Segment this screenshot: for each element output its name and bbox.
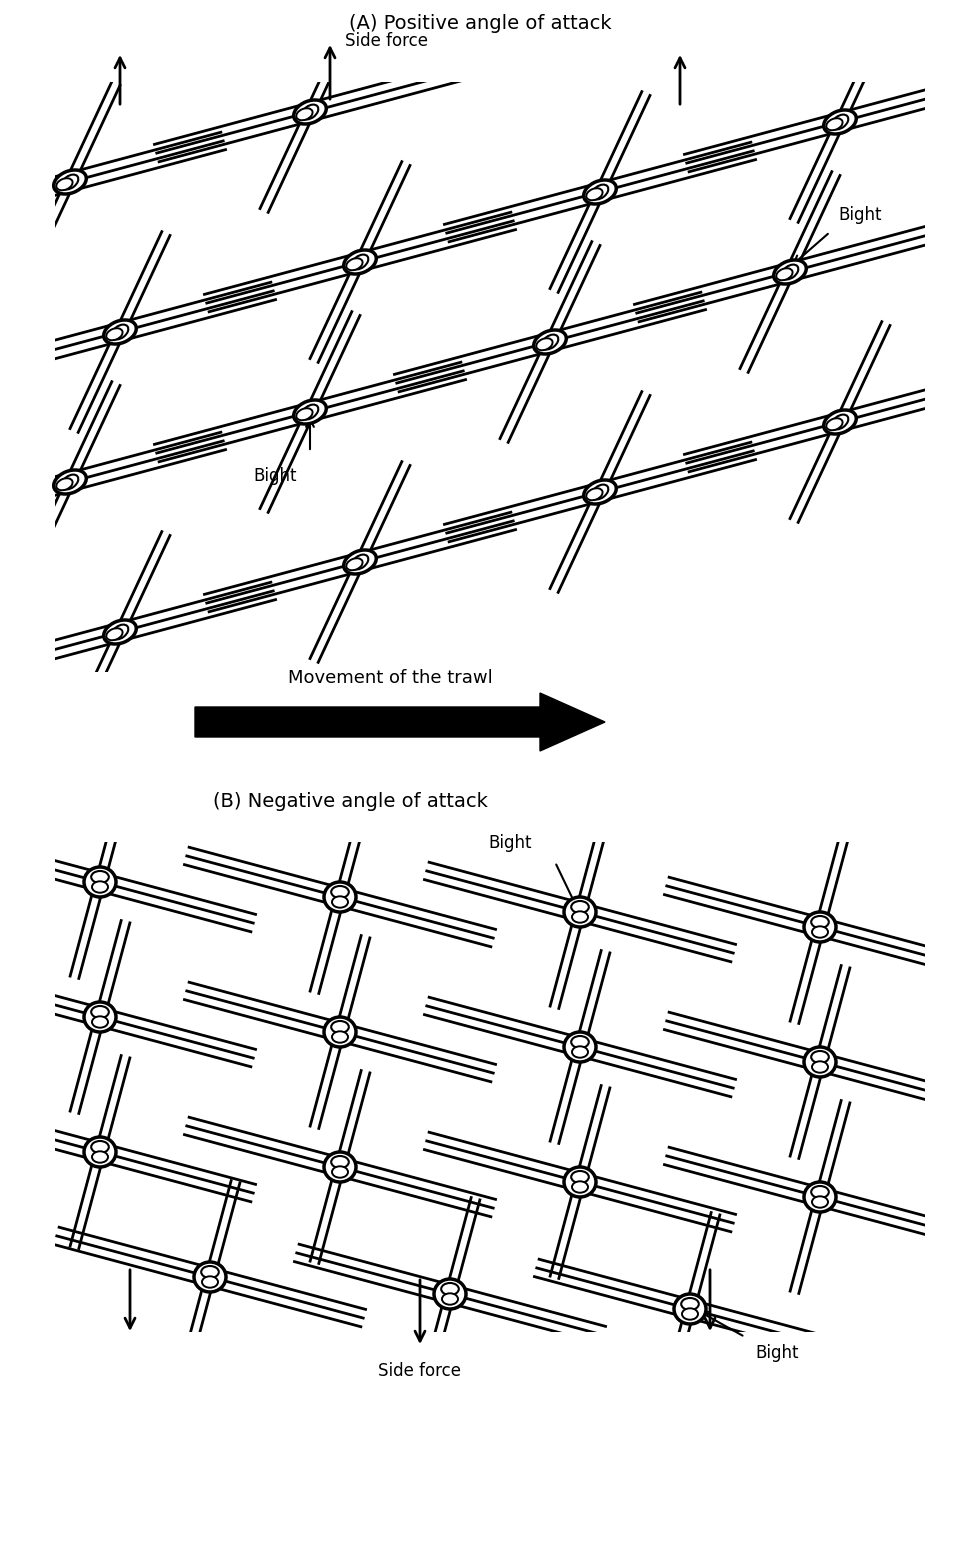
Text: Movement of the trawl: Movement of the trawl [288, 669, 492, 687]
Ellipse shape [301, 405, 319, 420]
Ellipse shape [774, 259, 806, 284]
Ellipse shape [301, 105, 319, 119]
Ellipse shape [831, 414, 849, 430]
Ellipse shape [84, 1001, 116, 1032]
Ellipse shape [84, 867, 116, 897]
Ellipse shape [442, 1282, 459, 1295]
Ellipse shape [202, 1276, 218, 1287]
Ellipse shape [674, 1293, 706, 1325]
Ellipse shape [202, 1265, 219, 1278]
Ellipse shape [584, 480, 616, 505]
Ellipse shape [297, 408, 313, 420]
Ellipse shape [591, 484, 609, 500]
Ellipse shape [54, 170, 86, 194]
Ellipse shape [92, 881, 108, 893]
Ellipse shape [811, 915, 828, 928]
Ellipse shape [571, 1036, 588, 1048]
Text: Side force: Side force [378, 1362, 462, 1379]
Ellipse shape [57, 478, 73, 490]
Text: (A) Positive angle of attack: (A) Positive angle of attack [348, 14, 612, 33]
Ellipse shape [61, 475, 79, 489]
Ellipse shape [571, 1172, 588, 1182]
Ellipse shape [91, 872, 108, 883]
Text: Bight: Bight [489, 834, 532, 851]
Ellipse shape [324, 883, 356, 912]
Text: Bight: Bight [755, 1343, 799, 1362]
Ellipse shape [331, 886, 348, 898]
Ellipse shape [824, 409, 856, 434]
Ellipse shape [297, 108, 313, 120]
Ellipse shape [347, 558, 363, 570]
Ellipse shape [812, 926, 828, 937]
Ellipse shape [194, 1262, 226, 1292]
Ellipse shape [541, 334, 559, 350]
Ellipse shape [564, 1032, 596, 1062]
Ellipse shape [824, 109, 856, 134]
Ellipse shape [587, 189, 603, 200]
Ellipse shape [571, 901, 588, 914]
Ellipse shape [351, 555, 369, 570]
Ellipse shape [831, 114, 849, 130]
Ellipse shape [564, 1167, 596, 1196]
Ellipse shape [564, 897, 596, 926]
Ellipse shape [572, 1181, 588, 1193]
Ellipse shape [591, 184, 609, 200]
Ellipse shape [57, 178, 73, 191]
Ellipse shape [812, 1196, 828, 1207]
Ellipse shape [324, 1153, 356, 1182]
Ellipse shape [827, 419, 843, 430]
Ellipse shape [434, 1279, 466, 1309]
Text: Bight: Bight [838, 206, 881, 223]
Ellipse shape [682, 1298, 699, 1311]
Ellipse shape [572, 911, 588, 923]
Ellipse shape [104, 320, 136, 344]
Text: Side force: Side force [345, 31, 428, 50]
Ellipse shape [294, 400, 326, 423]
Ellipse shape [777, 269, 793, 280]
Ellipse shape [111, 625, 129, 639]
Ellipse shape [324, 1017, 356, 1047]
Ellipse shape [332, 1031, 348, 1043]
Ellipse shape [584, 180, 616, 205]
Ellipse shape [331, 1022, 348, 1032]
Ellipse shape [347, 258, 363, 270]
Ellipse shape [332, 897, 348, 908]
Ellipse shape [587, 489, 603, 500]
Ellipse shape [91, 1140, 108, 1153]
Ellipse shape [61, 175, 79, 189]
Ellipse shape [804, 1047, 836, 1078]
Ellipse shape [804, 1182, 836, 1212]
Ellipse shape [537, 339, 553, 350]
Ellipse shape [534, 330, 566, 355]
Ellipse shape [572, 1047, 588, 1057]
Ellipse shape [92, 1151, 108, 1162]
FancyArrow shape [195, 694, 605, 751]
Text: (B) Negative angle of attack: (B) Negative angle of attack [212, 792, 488, 811]
Ellipse shape [344, 250, 376, 273]
Ellipse shape [442, 1293, 458, 1304]
Ellipse shape [294, 100, 326, 123]
Ellipse shape [84, 1137, 116, 1167]
Ellipse shape [111, 325, 129, 339]
Ellipse shape [332, 1167, 348, 1178]
Text: Bight: Bight [253, 467, 297, 484]
Ellipse shape [812, 1061, 828, 1073]
Ellipse shape [682, 1309, 698, 1320]
Ellipse shape [104, 620, 136, 644]
Ellipse shape [827, 119, 843, 130]
Ellipse shape [91, 1006, 108, 1018]
Ellipse shape [351, 255, 369, 269]
Ellipse shape [54, 470, 86, 494]
Ellipse shape [331, 1156, 348, 1168]
Ellipse shape [344, 550, 376, 573]
Ellipse shape [781, 264, 799, 280]
Ellipse shape [92, 1017, 108, 1028]
Ellipse shape [107, 628, 123, 640]
Ellipse shape [804, 912, 836, 942]
Ellipse shape [811, 1051, 828, 1064]
Ellipse shape [811, 1186, 828, 1198]
Ellipse shape [107, 328, 123, 341]
